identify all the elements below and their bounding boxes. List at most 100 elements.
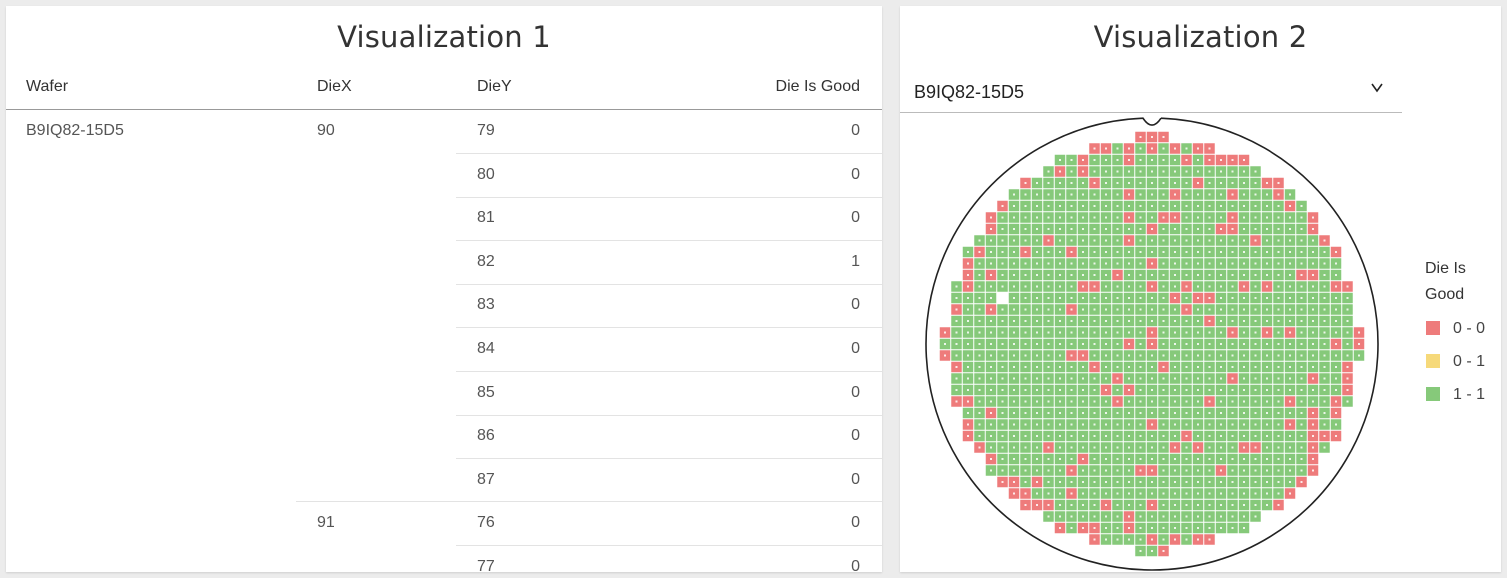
die-center-dot — [1013, 354, 1015, 357]
die-center-dot — [1254, 515, 1257, 518]
die-center-dot — [1093, 504, 1096, 506]
die-center-dot — [1162, 492, 1165, 495]
die-center-dot — [1312, 354, 1314, 357]
die-center-dot — [1105, 412, 1107, 414]
column-header-wafer[interactable]: Wafer — [26, 78, 69, 95]
die-center-dot — [1082, 515, 1084, 518]
die-center-dot — [1151, 492, 1153, 495]
die-center-dot — [1220, 515, 1222, 518]
die-center-dot — [1323, 331, 1326, 334]
die-center-dot — [1197, 366, 1199, 368]
die-center-dot — [1197, 331, 1199, 334]
die-center-dot — [1300, 446, 1303, 449]
die-center-dot — [1220, 216, 1222, 219]
die-center-dot — [1001, 458, 1004, 460]
die-center-dot — [1243, 331, 1245, 334]
die-empty[interactable] — [997, 292, 1008, 304]
die-center-dot — [1185, 182, 1188, 184]
die-center-dot — [1139, 527, 1142, 529]
die-center-dot — [1151, 147, 1153, 150]
die-center-dot — [1300, 435, 1303, 437]
die-center-dot — [1300, 274, 1303, 276]
die-center-dot — [1231, 400, 1234, 403]
die-center-dot — [1266, 262, 1268, 265]
die-center-dot — [955, 331, 958, 334]
die-center-dot — [1289, 492, 1291, 495]
die-center-dot — [1300, 343, 1303, 345]
die-center-dot — [955, 400, 958, 403]
die-center-dot — [1070, 469, 1073, 472]
column-header-die-is-good[interactable]: Die Is Good — [775, 78, 860, 95]
die-center-dot — [1139, 446, 1142, 449]
die-center-dot — [1151, 228, 1153, 230]
die-center-dot — [1128, 262, 1130, 265]
die-center-dot — [1001, 481, 1004, 483]
die-center-dot — [1047, 481, 1050, 483]
die-center-dot — [1070, 251, 1073, 253]
die-center-dot — [1277, 469, 1280, 472]
die-center-dot — [1243, 343, 1245, 345]
die-center-dot — [1185, 216, 1188, 219]
die-center-dot — [1323, 274, 1326, 276]
die-center-dot — [1185, 308, 1188, 311]
die-center-dot — [1197, 469, 1199, 472]
die-center-dot — [1208, 400, 1211, 403]
die-center-dot — [1162, 147, 1165, 150]
die-center-dot — [1231, 435, 1234, 437]
die-center-dot — [1162, 262, 1165, 265]
die-center-dot — [1116, 170, 1119, 173]
die-center-dot — [1277, 481, 1280, 483]
die-center-dot — [1231, 285, 1234, 288]
die-center-dot — [955, 389, 958, 391]
die-center-dot — [1335, 423, 1337, 426]
die-center-dot — [1197, 354, 1199, 357]
die-center-dot — [1208, 515, 1211, 518]
die-center-dot — [1220, 182, 1222, 184]
die-center-dot — [1185, 481, 1188, 483]
die-center-dot — [1082, 193, 1084, 196]
die-center-dot — [1254, 400, 1257, 403]
die-center-dot — [1013, 343, 1015, 345]
die-center-dot — [1105, 400, 1107, 403]
die-center-dot — [1139, 170, 1142, 173]
die-center-dot — [1128, 538, 1130, 541]
die-center-dot — [990, 354, 992, 357]
wafer-map[interactable] — [900, 6, 1501, 572]
die-center-dot — [1082, 308, 1084, 311]
die-center-dot — [1300, 354, 1303, 357]
die-center-dot — [1335, 343, 1337, 345]
die-center-dot — [1185, 366, 1188, 368]
die-center-dot — [1335, 308, 1337, 311]
die-center-dot — [1266, 285, 1268, 288]
die-center-dot — [1059, 389, 1061, 391]
die-center-dot — [1323, 400, 1326, 403]
die-center-dot — [1312, 297, 1314, 299]
die-center-dot — [1254, 182, 1257, 184]
die-center-dot — [1024, 297, 1027, 299]
die-center-dot — [978, 366, 981, 368]
header-divider — [6, 109, 882, 110]
die-center-dot — [1162, 331, 1165, 334]
die-center-dot — [1013, 239, 1015, 242]
die-center-dot — [1036, 435, 1038, 437]
die-center-dot — [1289, 239, 1291, 242]
die-center-dot — [1220, 239, 1222, 242]
column-header-diex[interactable]: DieX — [317, 78, 352, 95]
die-center-dot — [1036, 297, 1038, 299]
die-center-dot — [1312, 446, 1314, 449]
column-header-diey[interactable]: DieY — [477, 78, 512, 95]
die-center-dot — [1162, 228, 1165, 230]
die-center-dot — [1289, 193, 1291, 196]
die-center-dot — [990, 377, 992, 380]
wafer-dropdown[interactable]: B9IQ82-15D5 — [900, 72, 1402, 113]
die-center-dot — [1231, 320, 1234, 322]
die-center-dot — [1105, 469, 1107, 472]
die-center-dot — [1197, 400, 1199, 403]
die-center-dot — [1289, 205, 1291, 207]
die-center-dot — [1300, 262, 1303, 265]
die-center-dot — [1185, 504, 1188, 506]
die-center-dot — [1220, 389, 1222, 391]
die-center-dot — [1105, 308, 1107, 311]
die-center-dot — [1162, 400, 1165, 403]
die-center-dot — [1001, 389, 1004, 391]
